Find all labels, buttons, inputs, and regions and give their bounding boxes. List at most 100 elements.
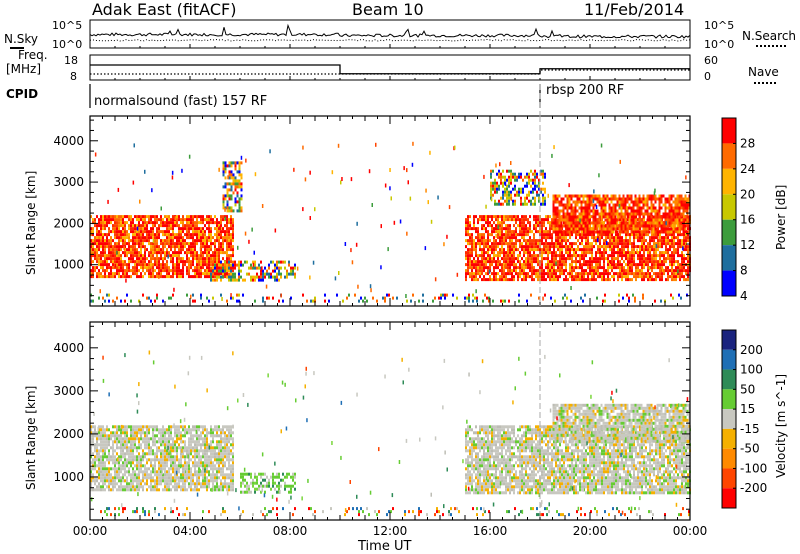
data-cell xyxy=(567,251,569,255)
data-cell xyxy=(589,233,591,237)
data-cell xyxy=(551,260,553,264)
data-cell xyxy=(102,461,104,465)
data-cell xyxy=(513,242,515,246)
data-cell xyxy=(602,224,605,228)
data-cell xyxy=(629,263,631,267)
data-cell xyxy=(588,197,591,201)
data-cell xyxy=(598,197,601,201)
data-cell xyxy=(172,269,174,273)
data-cell xyxy=(503,272,505,276)
data-cell xyxy=(238,209,241,213)
data-cell xyxy=(146,221,148,225)
data-cell xyxy=(618,215,621,219)
data-cell xyxy=(222,197,225,201)
data-cell xyxy=(154,233,156,237)
data-cell xyxy=(162,266,164,270)
data-cell xyxy=(646,209,649,213)
data-cell xyxy=(490,181,492,185)
data-cell xyxy=(190,248,192,252)
data-cell xyxy=(672,296,674,300)
data-cell xyxy=(96,431,98,435)
data-cell xyxy=(556,206,559,210)
data-cell xyxy=(665,278,667,282)
data-cell xyxy=(154,269,156,273)
data-cell xyxy=(619,236,621,240)
data-cell xyxy=(102,473,104,477)
data-cell xyxy=(625,251,627,255)
data-cell xyxy=(112,488,114,492)
data-cell xyxy=(96,434,98,438)
data-cell xyxy=(643,245,645,249)
data-cell xyxy=(124,254,126,258)
data-cell xyxy=(527,251,529,255)
data-cell xyxy=(142,254,144,258)
data-cell xyxy=(530,169,532,173)
data-cell xyxy=(508,184,510,188)
data-cell xyxy=(499,254,501,258)
data-cell xyxy=(652,218,655,222)
data-cell xyxy=(666,227,669,231)
data-cell xyxy=(637,254,639,258)
data-cell xyxy=(206,248,208,252)
data-cell xyxy=(238,272,240,276)
data-cell xyxy=(625,269,627,273)
data-cell xyxy=(613,272,615,276)
data-cell xyxy=(104,248,106,252)
data-cell xyxy=(174,248,176,252)
data-cell xyxy=(106,455,108,459)
data-cell xyxy=(515,266,517,270)
data-cell xyxy=(574,215,577,219)
data-cell xyxy=(561,239,563,243)
data-cell xyxy=(590,203,593,207)
data-cell xyxy=(94,242,96,246)
data-cell xyxy=(686,215,689,219)
data-cell xyxy=(604,197,607,201)
data-cell xyxy=(490,184,492,188)
data-cell xyxy=(502,202,504,206)
data-cell xyxy=(675,278,677,282)
data-cell xyxy=(120,443,122,447)
data-cell xyxy=(629,251,631,255)
data-cell xyxy=(622,224,625,228)
data-cell xyxy=(531,257,533,261)
data-cell xyxy=(424,246,427,251)
data-cell xyxy=(577,230,579,234)
data-cell xyxy=(128,251,130,255)
data-cell xyxy=(314,207,316,212)
data-cell xyxy=(120,254,122,258)
data-cell xyxy=(652,203,655,207)
data-cell xyxy=(595,205,598,209)
data-cell xyxy=(594,218,597,222)
data-cell xyxy=(168,218,170,222)
data-cell xyxy=(547,254,549,258)
data-cell xyxy=(226,191,229,195)
data-cell xyxy=(644,203,647,207)
data-cell xyxy=(632,206,635,210)
data-cell xyxy=(487,233,489,237)
data-cell xyxy=(649,251,651,255)
data-cell xyxy=(499,263,501,267)
data-cell xyxy=(624,224,627,228)
data-cell xyxy=(519,272,521,276)
data-cell xyxy=(240,173,243,177)
data-cell xyxy=(549,221,551,225)
data-cell xyxy=(503,260,505,264)
data-cell xyxy=(176,257,178,261)
data-cell xyxy=(228,257,230,261)
data-cell xyxy=(605,236,607,240)
data-cell xyxy=(597,272,599,276)
data-cell xyxy=(638,194,641,198)
data-cell xyxy=(589,266,591,270)
data-cell xyxy=(623,242,625,246)
data-cell xyxy=(491,278,493,282)
data-cell xyxy=(671,272,673,276)
data-cell xyxy=(621,266,623,270)
data-cell xyxy=(585,236,587,240)
data-cell xyxy=(90,233,92,237)
data-cell xyxy=(649,260,651,264)
data-cell xyxy=(519,254,521,258)
data-cell xyxy=(192,299,194,303)
data-cell xyxy=(683,257,685,261)
data-cell xyxy=(632,230,635,234)
data-cell xyxy=(647,245,649,249)
